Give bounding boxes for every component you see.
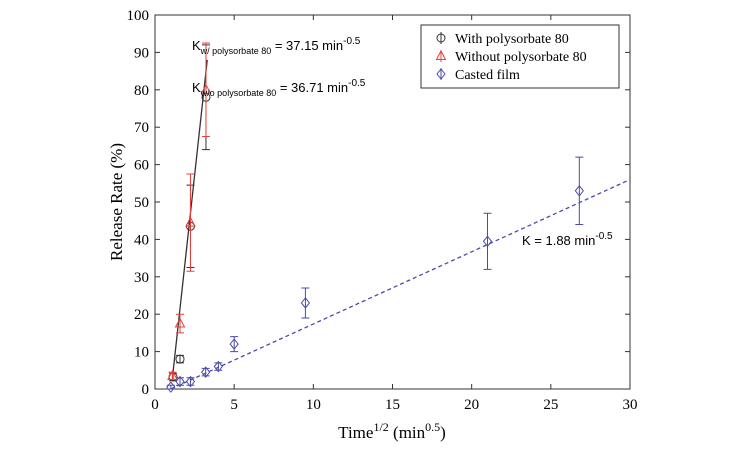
- y-tick-label: 60: [134, 158, 149, 174]
- x-tick-label: 10: [306, 397, 321, 413]
- x-tick-label: 25: [543, 397, 558, 413]
- error-bar: [483, 212, 492, 270]
- x-label-end: ): [440, 423, 446, 442]
- legend-label: Without polysorbate 80: [455, 50, 587, 65]
- legend-swatch: [436, 33, 446, 43]
- point: [175, 375, 185, 388]
- point: [167, 369, 178, 380]
- point: [185, 216, 196, 227]
- y-tick-label: 10: [134, 345, 149, 361]
- annotation-main: K: [522, 233, 531, 248]
- x-axis-label: Time1/2 (min0.5): [338, 420, 446, 442]
- point: [482, 235, 493, 248]
- point: [175, 354, 185, 364]
- x-label-main: Time: [338, 423, 373, 442]
- error-bar: [201, 367, 210, 377]
- legend-label: Casted film: [455, 68, 520, 83]
- annotation-sub: w/o polysorbate 80: [200, 88, 277, 98]
- point: [185, 375, 196, 388]
- point: [200, 83, 212, 94]
- y-tick-label: 70: [134, 120, 149, 136]
- point: [166, 381, 176, 393]
- y-tick-label: 0: [142, 382, 150, 398]
- annotation-sub: w/ polysorbate 80: [200, 46, 272, 56]
- error-bar: [301, 287, 310, 319]
- x-tick-label: 15: [385, 397, 400, 413]
- x-tick-label: 20: [464, 397, 479, 413]
- legend-swatch: [435, 49, 447, 60]
- x-label-sup: 1/2: [373, 420, 388, 434]
- x-tick-label: 30: [623, 397, 638, 413]
- annotation-sup: -0.5: [343, 36, 361, 47]
- point: [300, 297, 311, 309]
- annotation: K = 1.88 min-0.5: [522, 231, 613, 248]
- legend-label: With polysorbate 80: [455, 32, 569, 47]
- annotation-main: K: [192, 80, 201, 95]
- annotation-rest: = 36.71 min: [276, 80, 348, 95]
- y-tick-label: 100: [127, 8, 150, 24]
- y-tick-label: 20: [134, 307, 149, 323]
- error-bar: [201, 42, 210, 138]
- error-bar: [186, 173, 195, 272]
- legend-swatch: [436, 68, 446, 80]
- annotation-rest: = 1.88 min: [531, 233, 596, 248]
- point: [229, 338, 239, 350]
- error-bar: [176, 377, 185, 386]
- x-label-rest: (min: [389, 423, 426, 442]
- point: [213, 360, 223, 373]
- point: [174, 317, 186, 328]
- y-tick-label: 90: [134, 45, 149, 61]
- x-label-sup: 0.5: [425, 420, 440, 434]
- point: [574, 184, 584, 197]
- annotation: Kw/o polysorbate 80 = 36.71 min-0.5: [192, 78, 366, 98]
- x-tick-label: 5: [230, 397, 238, 413]
- y-axis-label: Release Rate (%): [107, 143, 126, 261]
- error-bar: [214, 362, 223, 371]
- y-tick-label: 50: [134, 195, 149, 211]
- annotation-main: K: [192, 38, 201, 53]
- y-tick-label: 40: [134, 232, 149, 248]
- legend: [420, 24, 620, 89]
- x-tick-label: 0: [151, 397, 159, 413]
- annotation-sup: -0.5: [348, 78, 366, 89]
- fit-line: [170, 178, 631, 390]
- error-bar: [186, 377, 195, 386]
- annotation-sup: -0.5: [595, 231, 613, 242]
- annotation: Kw/ polysorbate 80 = 37.15 min-0.5: [192, 36, 361, 56]
- error-bar: [575, 156, 584, 225]
- y-tick-label: 80: [134, 83, 149, 99]
- y-tick-label: 30: [134, 270, 149, 286]
- error-bar: [176, 313, 185, 334]
- point: [201, 366, 211, 378]
- annotation-rest: = 37.15 min: [271, 38, 343, 53]
